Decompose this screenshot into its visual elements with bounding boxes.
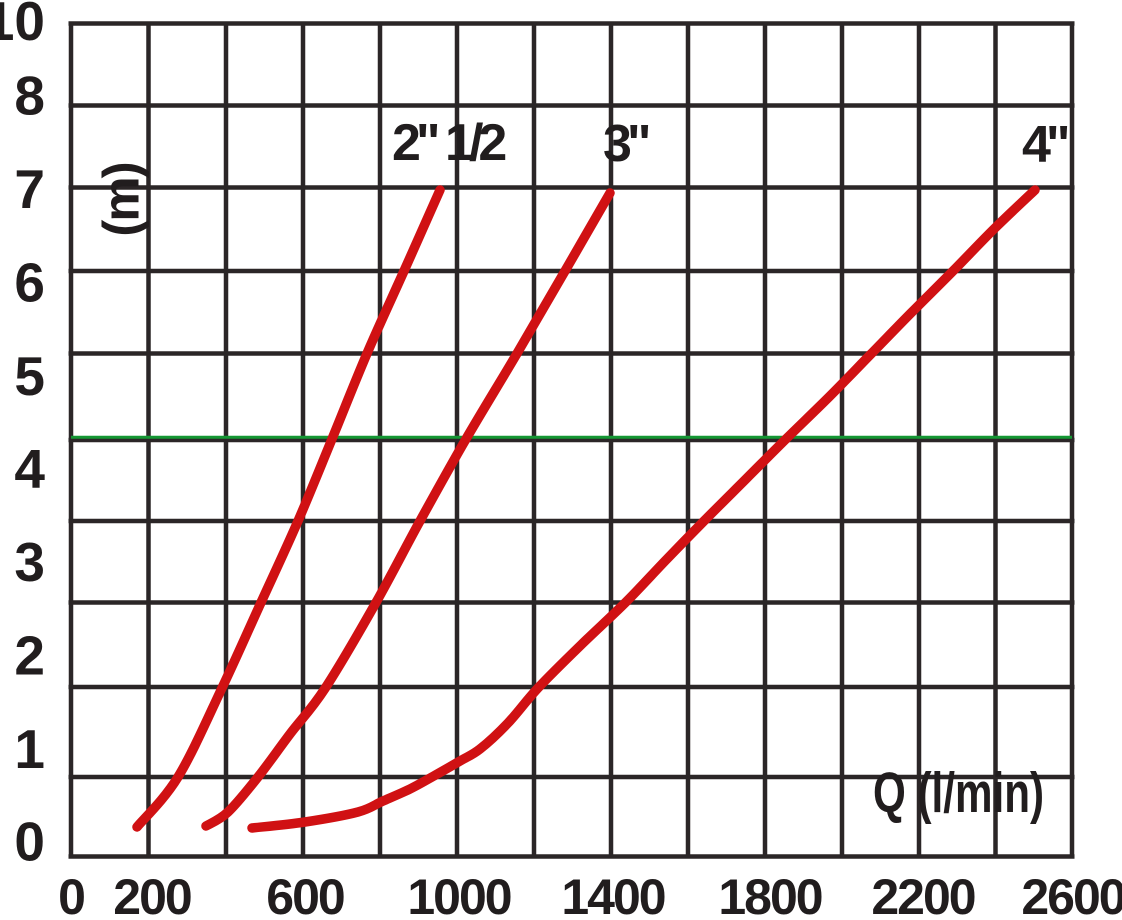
svg-text:6: 6 <box>14 252 45 314</box>
svg-text:2200: 2200 <box>871 869 974 920</box>
svg-text:0: 0 <box>58 869 84 920</box>
svg-text:4": 4" <box>1022 116 1068 174</box>
svg-text:200: 200 <box>113 869 191 920</box>
svg-text:2600: 2600 <box>1021 869 1122 920</box>
svg-text:2: 2 <box>14 625 45 687</box>
svg-text:5: 5 <box>14 345 45 407</box>
svg-text:10: 10 <box>0 0 45 52</box>
svg-text:2" 1/2: 2" 1/2 <box>392 114 505 172</box>
svg-text:(m): (m) <box>93 163 150 236</box>
svg-text:3": 3" <box>603 115 649 173</box>
svg-text:7: 7 <box>14 158 45 220</box>
svg-text:600: 600 <box>266 869 344 920</box>
svg-text:1000: 1000 <box>407 869 510 920</box>
svg-text:4: 4 <box>14 438 45 500</box>
svg-text:1: 1 <box>14 718 45 780</box>
svg-text:1800: 1800 <box>718 869 821 920</box>
svg-text:1400: 1400 <box>561 869 664 920</box>
svg-text:8: 8 <box>14 65 45 127</box>
svg-text:3: 3 <box>14 531 45 593</box>
svg-text:Q (l/min): Q (l/min) <box>873 761 1044 825</box>
svg-text:0: 0 <box>14 811 45 873</box>
